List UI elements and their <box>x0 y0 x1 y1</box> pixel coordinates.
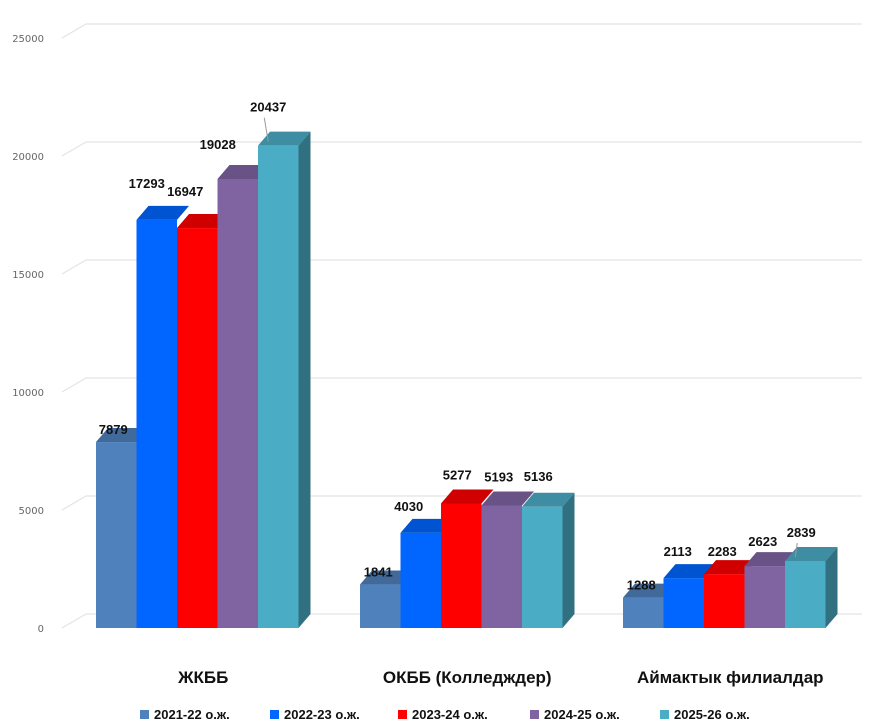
legend-label: 2023-24 о.ж. <box>412 707 488 722</box>
gridline-depth <box>61 141 87 157</box>
data-label: 5136 <box>524 469 553 484</box>
bar <box>217 178 258 628</box>
data-label: 7879 <box>99 422 128 437</box>
bar-top <box>623 583 676 598</box>
y-tick-label: 10000 <box>12 388 44 399</box>
bar <box>623 597 664 628</box>
y-axis: 0 5000 10000 15000 20000 25000 <box>12 34 44 635</box>
data-label: 2113 <box>664 544 692 559</box>
bar <box>136 219 177 628</box>
bar-top <box>441 489 494 504</box>
data-label: 17293 <box>129 176 165 191</box>
bar-side <box>562 492 575 628</box>
legend-label: 2022-23 о.ж. <box>284 707 360 722</box>
y-tick-label: 5000 <box>19 506 44 517</box>
data-label: 1288 <box>627 578 656 593</box>
category-labels: ЖКББ ОКББ (Колледждер) Аймактык филиалдар <box>177 668 823 687</box>
legend-swatch <box>270 710 279 719</box>
legend-swatch <box>530 710 539 719</box>
y-tick-label: 25000 <box>12 34 44 45</box>
bar-top <box>744 552 797 567</box>
bar <box>177 228 218 629</box>
bar-top <box>258 131 311 146</box>
data-label: 19028 <box>200 137 236 152</box>
bar-top <box>400 518 453 533</box>
bar <box>663 578 704 628</box>
data-label: 5193 <box>484 469 513 484</box>
bar <box>360 584 401 628</box>
bar <box>785 560 826 628</box>
legend-label: 2021-22 о.ж. <box>154 707 230 722</box>
gridline-depth <box>61 259 87 275</box>
legend-label: 2025-26 о.ж. <box>674 707 750 722</box>
data-label: 2283 <box>708 544 737 559</box>
gridline-depth <box>61 495 87 511</box>
bar <box>522 506 563 628</box>
y-tick-label: 20000 <box>12 152 44 163</box>
bar-top <box>177 214 230 229</box>
legend-swatch <box>140 710 149 719</box>
leader-line <box>794 542 798 558</box>
bar-top <box>663 564 716 579</box>
gridline-depth <box>61 377 87 393</box>
y-tick-label: 0 <box>38 624 44 635</box>
x-tick-label: ОКББ (Колледждер) <box>383 668 552 687</box>
gridline-depth <box>61 613 87 629</box>
bar-top <box>360 570 413 585</box>
bar-top <box>136 205 189 220</box>
bar-top <box>704 560 757 575</box>
data-label: 2839 <box>787 525 816 540</box>
legend-label: 2024-25 о.ж. <box>544 707 620 722</box>
data-label: 5277 <box>443 467 472 482</box>
bar <box>704 574 745 628</box>
y-tick-label: 15000 <box>12 270 44 281</box>
gridline-depth <box>61 23 87 39</box>
bar-top <box>522 492 575 507</box>
bars <box>96 131 838 629</box>
legend-swatch <box>660 710 669 719</box>
legend: 2021-22 о.ж. 2022-23 о.ж. 2023-24 о.ж. 2024… <box>140 707 750 722</box>
bar-side <box>298 131 311 628</box>
bar-top <box>481 491 534 506</box>
bar-top <box>217 164 270 179</box>
bar <box>744 566 785 628</box>
x-tick-label: Аймактык филиалдар <box>637 668 824 687</box>
data-label: 4030 <box>394 499 423 514</box>
bar <box>400 532 441 628</box>
data-label: 2623 <box>748 534 777 549</box>
bar-top <box>96 428 149 443</box>
legend-swatch <box>398 710 407 719</box>
bar <box>481 505 522 628</box>
x-tick-label: ЖКББ <box>177 668 228 687</box>
bar <box>441 503 482 628</box>
bar-top <box>785 546 838 561</box>
bar <box>258 145 299 628</box>
bar <box>96 442 137 628</box>
leader-line <box>263 117 269 142</box>
data-label: 16947 <box>167 184 203 199</box>
data-label: 20437 <box>250 100 286 115</box>
bar-side <box>825 546 838 628</box>
data-label: 1841 <box>364 565 393 580</box>
